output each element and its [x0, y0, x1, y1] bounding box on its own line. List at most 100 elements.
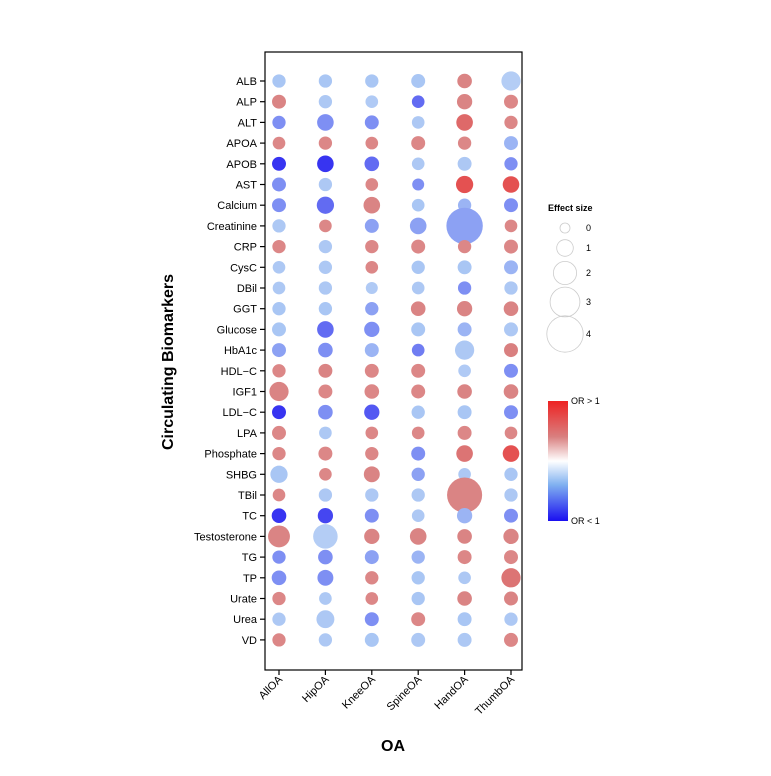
bubble-igf1-hipoa	[318, 384, 333, 399]
bubble-vd-alloa	[272, 633, 286, 647]
bubble-igf1-thumboa	[503, 384, 519, 399]
bubble-hba1c-thumboa	[504, 343, 518, 358]
bubble-cysc-spineoa	[411, 260, 425, 274]
size-legend-circle-2	[553, 260, 578, 285]
bubble-tbil-spineoa	[411, 488, 425, 502]
bubble-alb-hipoa	[318, 74, 333, 88]
bubble-glucose-spineoa	[411, 322, 426, 337]
bubble-dbil-alloa	[272, 281, 286, 295]
size-legend-label-4: 4	[586, 329, 591, 339]
bubble-ldl-c-thumboa	[504, 405, 518, 420]
y-tick-label-alt: ALT	[238, 117, 258, 129]
bubble-urate-spineoa	[411, 591, 425, 606]
bubble-hba1c-hipoa	[318, 342, 333, 358]
bubble-shbg-hipoa	[319, 467, 332, 481]
bubble-ast-hipoa	[318, 177, 333, 192]
bubble-ggt-handoa	[456, 301, 473, 317]
y-tick-label-testosterone: Testosterone	[194, 531, 257, 543]
bubble-crp-thumboa	[504, 239, 518, 254]
bubble-tp-thumboa	[501, 568, 521, 588]
bubble-ggt-kneeoa	[365, 302, 379, 316]
bubble-urate-thumboa	[504, 591, 518, 606]
bubble-hdl-c-hipoa	[318, 363, 333, 378]
bubble-tc-handoa	[456, 508, 473, 524]
bubble-calcium-alloa	[272, 198, 286, 213]
bubble-apoa-spineoa	[411, 136, 426, 151]
bubble-igf1-spineoa	[411, 384, 426, 399]
bubble-alt-thumboa	[504, 115, 518, 130]
y-tick-label-phosphate: Phosphate	[204, 449, 257, 461]
y-tick-label-ast: AST	[236, 180, 258, 192]
bubble-apob-hipoa	[317, 155, 334, 173]
bubble-hba1c-handoa	[454, 340, 475, 360]
size-legend-circle-4	[546, 315, 584, 353]
bubble-tg-spineoa	[411, 550, 425, 564]
y-tick-label-shbg: SHBG	[226, 469, 257, 481]
bubble-tc-spineoa	[411, 509, 425, 523]
y-tick-label-tp: TP	[243, 573, 257, 585]
bubble-tc-thumboa	[504, 508, 518, 523]
bubble-testosterone-hipoa	[313, 524, 338, 549]
y-tick-label-vd: VD	[242, 635, 257, 647]
bubble-igf1-kneeoa	[364, 384, 380, 399]
bubble-tp-kneeoa	[365, 571, 379, 585]
bubble-apoa-hipoa	[318, 136, 333, 150]
bubble-hba1c-alloa	[272, 343, 286, 358]
bubble-tbil-kneeoa	[365, 488, 379, 502]
bubble-alp-thumboa	[504, 94, 518, 109]
bubble-urea-alloa	[272, 612, 286, 626]
bubble-vd-spineoa	[411, 632, 426, 647]
bubble-apoa-kneeoa	[365, 136, 379, 150]
bubble-shbg-spineoa	[411, 467, 425, 481]
bubble-shbg-thumboa	[504, 467, 518, 481]
bubble-tc-alloa	[271, 508, 287, 524]
bubble-tg-handoa	[457, 550, 472, 565]
bubble-ast-kneeoa	[365, 178, 379, 191]
x-tick-label-spineoa: SpineOA	[385, 673, 425, 713]
bubble-lpa-kneeoa	[365, 426, 379, 440]
bubble-lpa-hipoa	[319, 426, 332, 440]
bubble-creatinine-handoa	[446, 207, 483, 245]
bubble-vd-handoa	[457, 632, 472, 647]
plot-panel	[264, 51, 523, 671]
bubble-urate-handoa	[457, 591, 472, 606]
bubble-urea-handoa	[457, 612, 472, 627]
bubble-crp-alloa	[272, 239, 286, 254]
bubble-ggt-hipoa	[318, 302, 333, 316]
y-tick-label-igf1: IGF1	[233, 387, 257, 399]
bubble-testosterone-spineoa	[409, 528, 427, 545]
bubble-crp-spineoa	[411, 239, 426, 254]
bubble-dbil-hipoa	[318, 281, 333, 295]
bubble-ast-thumboa	[502, 176, 520, 193]
bubble-crp-handoa	[457, 239, 472, 254]
bubble-phosphate-alloa	[272, 446, 286, 461]
bubble-cysc-kneeoa	[365, 260, 379, 274]
bubble-testosterone-handoa	[457, 529, 472, 544]
bubble-apob-alloa	[272, 156, 286, 171]
bubble-glucose-handoa	[457, 322, 472, 337]
y-tick-label-ggt: GGT	[233, 304, 257, 316]
bubble-alp-hipoa	[318, 95, 333, 109]
bubble-tg-alloa	[272, 550, 286, 564]
bubble-urate-kneeoa	[365, 592, 379, 605]
bubble-urea-spineoa	[411, 612, 426, 627]
bubble-testosterone-alloa	[268, 525, 290, 548]
x-tick-label-handoa: HandOA	[432, 673, 471, 712]
bubble-cysc-thumboa	[504, 260, 518, 275]
bubble-phosphate-kneeoa	[365, 446, 379, 461]
bubble-phosphate-thumboa	[502, 445, 520, 462]
bubble-ggt-thumboa	[503, 301, 519, 317]
bubble-calcium-hipoa	[316, 196, 335, 214]
bubble-hba1c-kneeoa	[364, 343, 379, 358]
bubble-calcium-thumboa	[504, 198, 518, 213]
bubble-hdl-c-spineoa	[411, 363, 426, 378]
y-tick-label-cysc: CysC	[230, 262, 257, 274]
y-tick-label-hdl-c: HDL−C	[221, 366, 257, 378]
color-legend-low-label: OR < 1	[571, 516, 600, 526]
bubble-ldl-c-spineoa	[411, 405, 425, 419]
bubble-testosterone-thumboa	[503, 528, 519, 545]
bubble-hdl-c-handoa	[458, 364, 471, 378]
y-tick-label-creatinine: Creatinine	[207, 221, 257, 233]
y-tick-label-tg: TG	[242, 552, 257, 564]
